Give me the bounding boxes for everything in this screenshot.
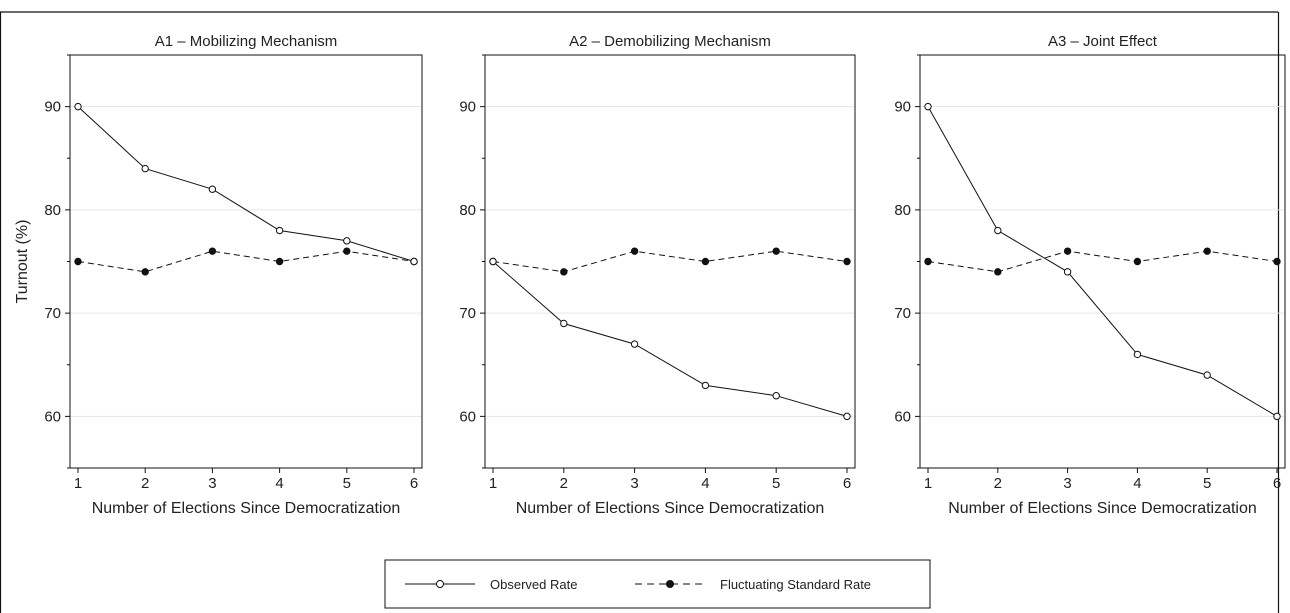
x-axis-label: Number of Elections Since Democratizatio… bbox=[516, 500, 825, 517]
standard-rate-point bbox=[208, 247, 217, 255]
standard-rate-point bbox=[141, 268, 149, 276]
observed-rate-line bbox=[492, 261, 848, 417]
legend-box bbox=[384, 559, 931, 609]
standard-rate-point bbox=[1133, 257, 1142, 266]
observed-rate-point bbox=[1273, 412, 1281, 421]
x-tick-label: 6 bbox=[1273, 475, 1281, 492]
standard-rate-line bbox=[927, 250, 1278, 273]
standard-rate-point bbox=[275, 257, 284, 266]
x-tick-label: 3 bbox=[208, 475, 216, 492]
legend-observed-marker bbox=[436, 580, 444, 588]
x-tick-label: 5 bbox=[1203, 475, 1211, 492]
panel-title: A3 – Joint Effect bbox=[1048, 33, 1158, 50]
panel-1: 60 70 80 90 1 2 3 4 5 6 A1 – Mobilizing Mechanism N… bbox=[14, 33, 423, 517]
panel-2: 60 70 80 90 1 2 3 4 5 6 A2 – Demobilizing Mechanis… bbox=[459, 33, 856, 517]
observed-rate-point bbox=[772, 392, 780, 400]
panel-title: A1 – Mobilizing Mechanism bbox=[155, 33, 338, 50]
standard-rate-point bbox=[772, 247, 780, 255]
observed-rate-point bbox=[1203, 371, 1211, 379]
x-tick-label: 1 bbox=[74, 475, 82, 492]
observed-rate-line bbox=[927, 106, 1278, 417]
y-tick-label: 60 bbox=[459, 408, 476, 425]
x-tick-label: 4 bbox=[275, 475, 283, 492]
standard-rate-line bbox=[492, 250, 848, 273]
observed-rate-point bbox=[994, 226, 1002, 235]
observed-rate-point bbox=[843, 412, 851, 421]
legend: Observed Rate Fluctuating Standard Rate bbox=[384, 559, 931, 609]
x-tick-label: 5 bbox=[343, 475, 351, 492]
legend-standard-marker bbox=[666, 580, 674, 588]
plot-frame bbox=[484, 54, 856, 469]
y-tick-label: 70 bbox=[44, 305, 61, 322]
x-tick-label: 2 bbox=[994, 475, 1002, 492]
standard-rate-line bbox=[77, 250, 415, 273]
x-tick-label: 5 bbox=[772, 475, 780, 492]
standard-rate-point bbox=[843, 257, 851, 266]
standard-rate-point bbox=[630, 247, 639, 255]
observed-rate-point bbox=[560, 319, 568, 328]
y-tick-label: 80 bbox=[459, 202, 476, 219]
standard-rate-point bbox=[924, 257, 932, 266]
plot-frame bbox=[919, 54, 1286, 469]
y-tick-label: 70 bbox=[894, 305, 911, 322]
x-axis-label: Number of Elections Since Democratizatio… bbox=[92, 500, 401, 517]
x-tick-label: 1 bbox=[489, 475, 497, 492]
x-tick-label: 2 bbox=[560, 475, 568, 492]
observed-rate-point bbox=[343, 237, 351, 245]
standard-rate-point bbox=[343, 247, 351, 255]
observed-rate-point bbox=[1133, 350, 1142, 359]
observed-rate-point bbox=[701, 381, 710, 390]
x-tick-label: 6 bbox=[410, 475, 418, 492]
x-tick-label: 6 bbox=[843, 475, 851, 492]
observed-rate-line bbox=[77, 106, 415, 262]
panel-title: A2 – Demobilizing Mechanism bbox=[569, 33, 771, 50]
x-axis-label: Number of Elections Since Democratizatio… bbox=[948, 500, 1257, 517]
observed-rate-point bbox=[1063, 268, 1072, 276]
legend-observed-label: Observed Rate bbox=[490, 577, 577, 592]
y-tick-label: 80 bbox=[44, 202, 61, 219]
observed-rate-point bbox=[489, 257, 497, 266]
observed-rate-point bbox=[275, 226, 284, 235]
x-tick-label: 3 bbox=[1063, 475, 1071, 492]
plot-frame bbox=[69, 54, 423, 469]
standard-rate-point bbox=[74, 257, 82, 266]
y-tick-label: 90 bbox=[894, 99, 911, 116]
observed-rate-point bbox=[141, 164, 149, 173]
x-tick-label: 4 bbox=[1133, 475, 1141, 492]
y-axis-label: Turnout (%) bbox=[14, 220, 31, 304]
standard-rate-point bbox=[1203, 247, 1211, 255]
standard-rate-point bbox=[1273, 257, 1281, 266]
x-tick-label: 3 bbox=[630, 475, 638, 492]
x-tick-label: 1 bbox=[924, 475, 932, 492]
y-tick-label: 80 bbox=[894, 202, 911, 219]
y-tick-label: 70 bbox=[459, 305, 476, 322]
observed-rate-point bbox=[410, 257, 418, 266]
panel-3: 60 70 80 90 1 2 3 4 5 6 A3 – Joint Effect Number of… bbox=[894, 33, 1286, 517]
observed-rate-point bbox=[208, 185, 217, 193]
legend-standard-label: Fluctuating Standard Rate bbox=[720, 577, 871, 592]
x-tick-label: 4 bbox=[701, 475, 709, 492]
y-tick-label: 60 bbox=[894, 408, 911, 425]
y-tick-label: 90 bbox=[44, 99, 61, 116]
y-tick-label: 60 bbox=[44, 408, 61, 425]
x-tick-label: 2 bbox=[141, 475, 149, 492]
y-tick-label: 90 bbox=[459, 99, 476, 116]
standard-rate-point bbox=[560, 268, 568, 276]
observed-rate-point bbox=[630, 340, 639, 348]
standard-rate-point bbox=[701, 257, 710, 266]
observed-rate-point bbox=[74, 102, 82, 111]
panels: 60 70 80 90 1 2 3 4 5 6 A1 – Mobilizing Mechanism N… bbox=[14, 33, 1286, 517]
standard-rate-point bbox=[1063, 247, 1072, 255]
observed-rate-point bbox=[924, 102, 932, 111]
standard-rate-point bbox=[994, 268, 1002, 276]
